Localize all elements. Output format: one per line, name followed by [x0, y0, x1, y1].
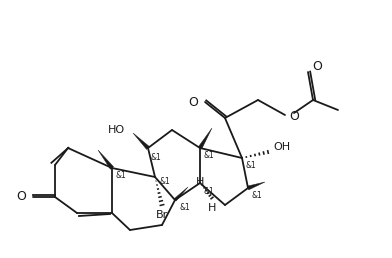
Text: Br: Br: [156, 210, 168, 220]
Text: H: H: [208, 203, 216, 213]
Text: H: H: [196, 177, 204, 187]
Text: &1: &1: [246, 162, 257, 171]
Text: &1: &1: [116, 172, 127, 181]
Text: &1: &1: [204, 151, 215, 160]
Text: O: O: [312, 60, 322, 74]
Text: &1: &1: [151, 154, 162, 163]
Text: &1: &1: [160, 178, 171, 187]
Text: OH: OH: [273, 142, 290, 152]
Polygon shape: [174, 187, 188, 201]
Text: HO: HO: [108, 125, 125, 135]
Text: &1: &1: [204, 187, 215, 196]
Text: &1: &1: [252, 191, 263, 200]
Polygon shape: [247, 182, 265, 190]
Polygon shape: [133, 133, 149, 149]
Text: O: O: [289, 110, 299, 124]
Text: &1: &1: [180, 203, 191, 212]
Polygon shape: [98, 150, 114, 169]
Text: O: O: [188, 95, 198, 109]
Text: O: O: [16, 190, 26, 204]
Polygon shape: [198, 128, 212, 149]
